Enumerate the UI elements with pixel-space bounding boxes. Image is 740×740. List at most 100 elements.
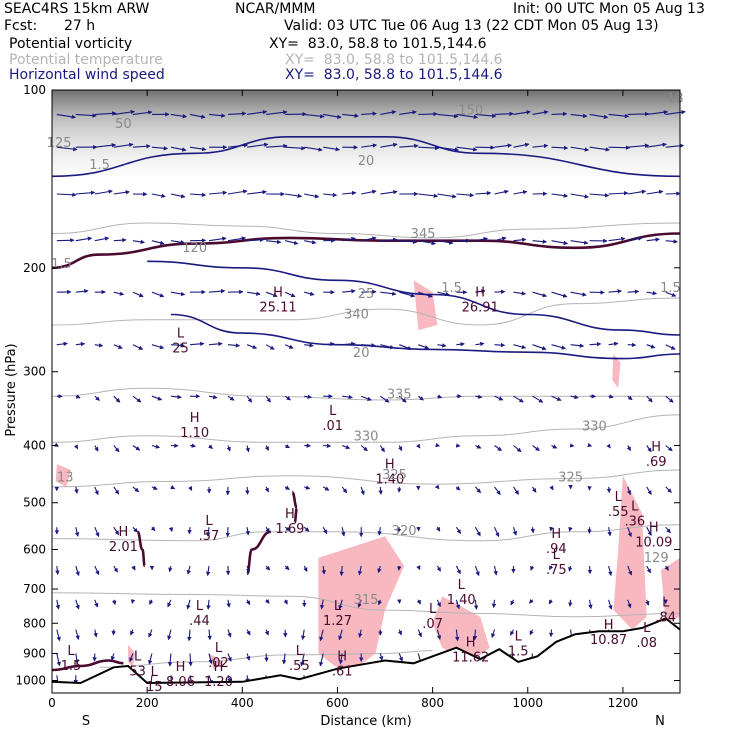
wind-vector bbox=[530, 565, 535, 571]
wind-vector bbox=[472, 629, 478, 641]
extremum-value: 26.91 bbox=[462, 301, 499, 316]
y-tick-label: 500 bbox=[23, 496, 46, 510]
wind-vector bbox=[227, 653, 232, 662]
wind-vector bbox=[113, 526, 120, 536]
pv-shading-layer bbox=[55, 280, 680, 676]
contour-label: 325 bbox=[382, 468, 407, 483]
wind-vector bbox=[284, 485, 290, 490]
pv-contour-0 bbox=[51, 232, 681, 270]
extremum-value: 25 bbox=[172, 342, 189, 357]
wind-vector bbox=[549, 485, 554, 491]
wind-vector bbox=[380, 291, 397, 296]
wind-vector bbox=[186, 565, 191, 575]
wind-vector bbox=[245, 527, 250, 536]
extremum-value: 25.11 bbox=[259, 301, 296, 316]
wind-vector bbox=[607, 527, 612, 537]
wind-vector bbox=[380, 344, 395, 350]
wind-vector bbox=[627, 236, 643, 242]
wind-vector bbox=[266, 110, 288, 115]
wind-vector bbox=[56, 238, 75, 243]
wind-vector bbox=[303, 526, 310, 532]
wind-vector bbox=[323, 192, 338, 198]
wind-vector bbox=[608, 145, 631, 150]
model-title: SEAC4RS 15km ARW bbox=[4, 1, 150, 17]
wind-vector bbox=[207, 629, 212, 641]
wind-vector bbox=[131, 565, 136, 571]
extremum-value: 2.01 bbox=[109, 540, 138, 555]
wind-vector bbox=[167, 599, 172, 608]
wind-vector bbox=[247, 109, 268, 115]
wind-vector bbox=[361, 395, 372, 401]
wind-vector bbox=[608, 599, 613, 610]
wind-vector bbox=[494, 143, 513, 148]
wind-vector bbox=[186, 599, 191, 610]
wind-vector bbox=[94, 565, 100, 576]
wind-vector bbox=[377, 599, 382, 606]
contour-label: 120 bbox=[182, 241, 207, 256]
wind-vector bbox=[627, 111, 650, 117]
wind-vector bbox=[151, 240, 165, 245]
wind-vector bbox=[379, 395, 390, 403]
wind-vector bbox=[132, 526, 138, 533]
wind-vector bbox=[361, 343, 376, 348]
wind-vector bbox=[646, 142, 667, 148]
wind-vector bbox=[626, 445, 631, 452]
wind-vector bbox=[665, 110, 686, 115]
wind-vector bbox=[170, 343, 185, 348]
y-axis-title: Pressure (hPa) bbox=[4, 343, 19, 436]
extremum-H: H bbox=[337, 649, 347, 664]
wind-vector bbox=[227, 629, 232, 638]
wind-vector bbox=[532, 110, 549, 115]
wind-vector bbox=[110, 653, 115, 661]
wind-vector bbox=[646, 290, 658, 296]
wind-vector bbox=[338, 629, 343, 641]
wind-vector bbox=[245, 486, 250, 495]
extremum-value: 1.40 bbox=[447, 593, 476, 608]
wind-vector bbox=[379, 653, 384, 661]
wind-vector bbox=[189, 443, 197, 448]
wind-vector bbox=[399, 110, 417, 115]
wind-vector bbox=[113, 142, 134, 148]
extremum-L: L bbox=[458, 578, 466, 593]
wind-vector bbox=[75, 394, 81, 399]
wind-vector bbox=[304, 193, 320, 199]
pv-shade-region-3 bbox=[613, 475, 647, 630]
extremum-L: L bbox=[151, 665, 159, 680]
wind-vector bbox=[474, 565, 480, 577]
theta-contour-335 bbox=[51, 387, 680, 401]
wind-vector bbox=[475, 289, 486, 294]
wind-vector bbox=[132, 110, 153, 115]
contour-label: 340 bbox=[344, 308, 369, 323]
extremum-value: 1.40 bbox=[375, 473, 404, 488]
wind-vector bbox=[265, 526, 270, 533]
extremum-H: H bbox=[285, 507, 295, 522]
wind-vector bbox=[55, 599, 61, 610]
x-tick-label: 1000 bbox=[512, 696, 543, 710]
wind-vector bbox=[570, 193, 590, 199]
wind-vector bbox=[167, 653, 173, 667]
wind-vector bbox=[360, 445, 368, 452]
wind-vector bbox=[284, 291, 296, 298]
extremum-value: 1.27 bbox=[323, 614, 352, 629]
extremum-value: .08 bbox=[636, 636, 657, 651]
extremum-L: L bbox=[205, 514, 213, 529]
wind-vector bbox=[323, 146, 341, 152]
wind-vector bbox=[113, 237, 127, 243]
wind-vector bbox=[55, 565, 60, 575]
field-theta-xy: XY= 83.0, 58.8 to 101.5,144.6 bbox=[285, 52, 503, 68]
extremum-value: 1.5 bbox=[61, 659, 82, 674]
theta-contour-330 bbox=[51, 414, 681, 443]
field-wind-name: Horizontal wind speed bbox=[9, 67, 165, 83]
wind-vector bbox=[342, 190, 357, 196]
wind-vector bbox=[148, 629, 153, 638]
wind-vector bbox=[646, 110, 669, 115]
wind-vector bbox=[455, 526, 461, 535]
wind-vector bbox=[455, 443, 461, 448]
wind-vector bbox=[665, 486, 672, 493]
wind-vector bbox=[227, 236, 247, 242]
wind-vector bbox=[284, 240, 299, 245]
wind-vector bbox=[151, 193, 166, 198]
wind-vector bbox=[474, 486, 481, 494]
wind-vector bbox=[398, 653, 403, 662]
extremum-value: 8.06 bbox=[166, 675, 195, 690]
